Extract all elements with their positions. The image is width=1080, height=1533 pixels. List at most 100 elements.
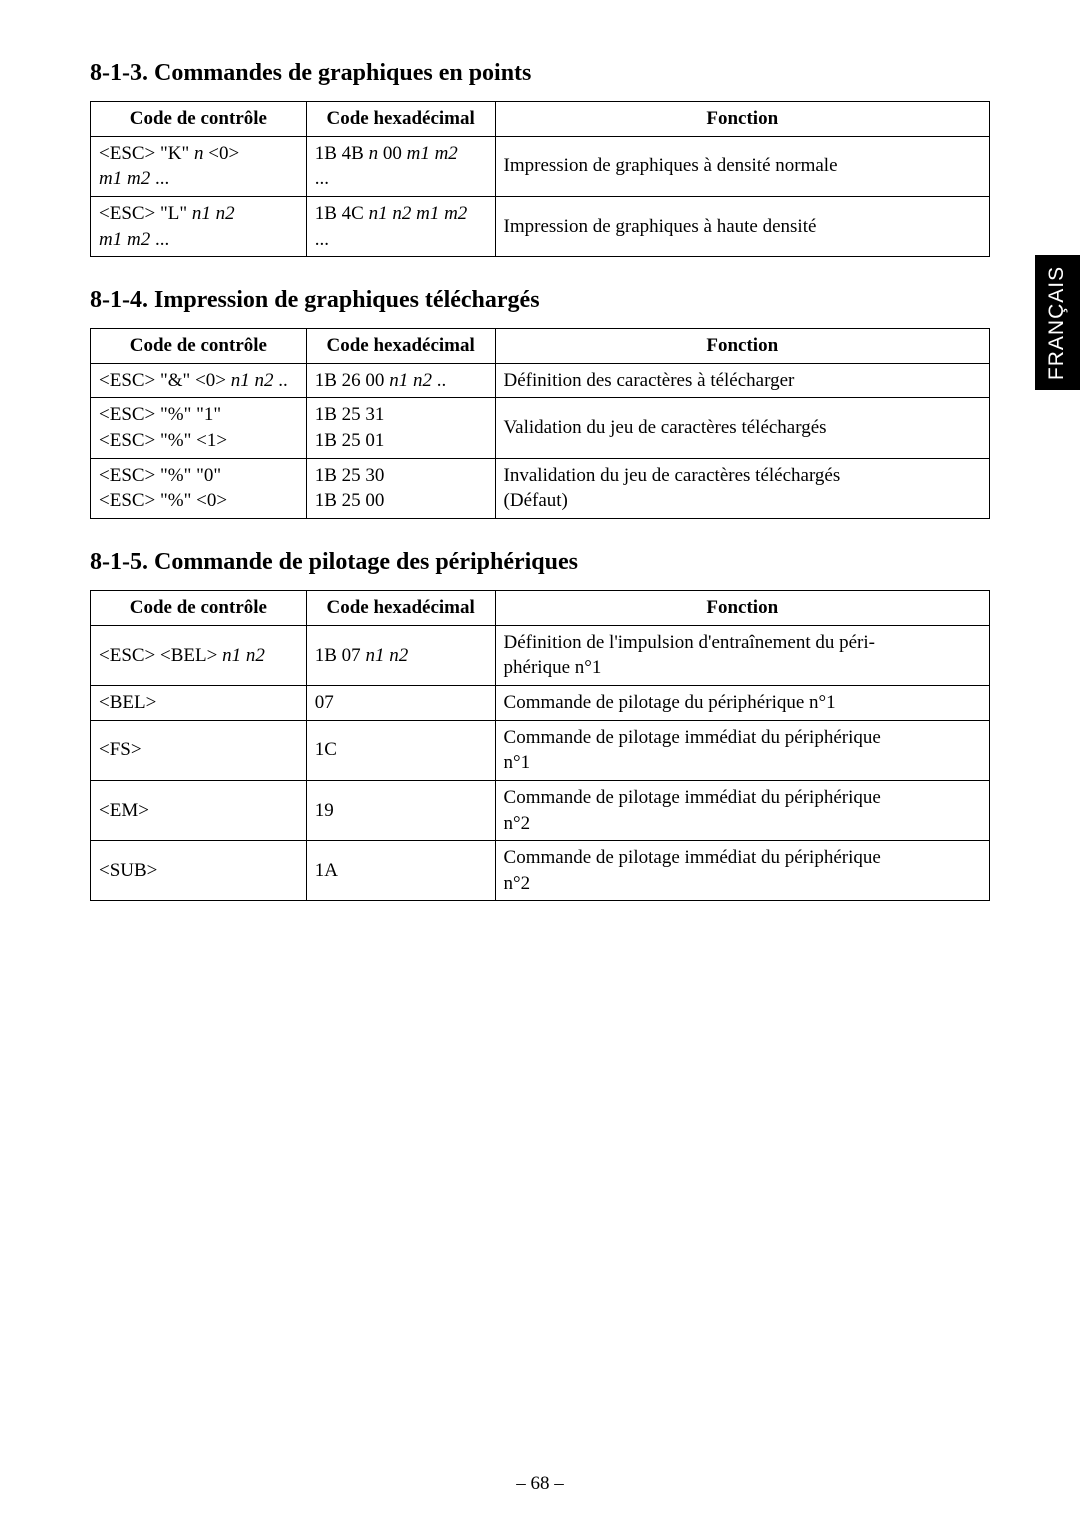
cell-line: Définition des caractères à télécharger bbox=[504, 368, 981, 394]
table-row: <SUB> 1A Commande de pilotage immédiat du … bbox=[91, 841, 990, 901]
cell-line: Commande de pilotage du périphérique n°1 bbox=[504, 690, 981, 716]
text-segment: 1A bbox=[315, 860, 338, 881]
cell-line: 1B 4C n1 n2 m1 m2 bbox=[315, 201, 487, 227]
table-cell-control: <ESC> "%" "0"<ESC> "%" <0> bbox=[91, 458, 307, 518]
table-row: <ESC> "L" n1 n2m1 m2 ...1B 4C n1 n2 m1 m… bbox=[91, 196, 990, 256]
text-segment: Commande de pilotage immédiat du périphé… bbox=[504, 727, 881, 748]
language-tab: FRANÇAIS bbox=[1035, 255, 1080, 390]
table-cell-control: <ESC> <BEL> n1 n2 bbox=[91, 625, 307, 685]
cell-line: 1A bbox=[315, 858, 487, 884]
language-tab-label: FRANÇAIS bbox=[1046, 265, 1070, 379]
text-segment: <FS> bbox=[99, 739, 142, 760]
command-table: Code de contrôleCode hexadécimalFonction… bbox=[90, 328, 990, 519]
text-segment: m1 m2 bbox=[99, 229, 150, 250]
cell-line: Commande de pilotage immédiat du périphé… bbox=[504, 725, 981, 751]
text-segment: 1B 25 00 bbox=[315, 490, 385, 511]
table-cell-control: <ESC> "&" <0> n1 n2 .. bbox=[91, 363, 307, 398]
cell-line: 1B 07 n1 n2 bbox=[315, 643, 487, 669]
table-cell-hex: 1C bbox=[306, 720, 495, 780]
text-segment: Définition des caractères à télécharger bbox=[504, 370, 795, 391]
table-header-cell: Code hexadécimal bbox=[306, 102, 495, 137]
table-row: <FS> 1C Commande de pilotage immédiat du p… bbox=[91, 720, 990, 780]
table-cell-control: <ESC> "L" n1 n2m1 m2 ... bbox=[91, 196, 307, 256]
text-segment: .. bbox=[432, 370, 446, 391]
text-segment: 07 bbox=[315, 692, 334, 713]
table-header-row: Code de contrôleCode hexadécimalFonction bbox=[91, 102, 990, 137]
text-segment: n1 n2 bbox=[389, 370, 432, 391]
text-segment: <BEL> bbox=[99, 692, 156, 713]
cell-line: <ESC> <BEL> n1 n2 bbox=[99, 643, 298, 669]
text-segment: <EM> bbox=[99, 800, 149, 821]
text-segment: ... bbox=[150, 229, 169, 250]
cell-line: Définition de l'impulsion d'entraînement… bbox=[504, 630, 981, 656]
cell-line: ... bbox=[315, 166, 487, 192]
table-row: <EM> 19 Commande de pilotage immédiat du p… bbox=[91, 780, 990, 840]
text-segment: n°2 bbox=[504, 873, 531, 894]
table-header-cell: Fonction bbox=[495, 102, 989, 137]
table-header-cell: Code de contrôle bbox=[91, 329, 307, 364]
cell-line: 1B 26 00 n1 n2 .. bbox=[315, 368, 487, 394]
text-segment: n°2 bbox=[504, 813, 531, 834]
table-row: <BEL> 07 Commande de pilotage du périphéri… bbox=[91, 685, 990, 720]
table-cell-func: Validation du jeu de caractères téléchar… bbox=[495, 398, 989, 458]
text-segment: n1 n2 bbox=[222, 645, 265, 666]
table-cell-func: Commande de pilotage immédiat du périphé… bbox=[495, 780, 989, 840]
table-cell-func: Commande de pilotage immédiat du périphé… bbox=[495, 720, 989, 780]
cell-line: 1B 25 31 bbox=[315, 402, 487, 428]
text-segment: n1 n2 bbox=[365, 645, 408, 666]
text-segment: <ESC> "K" bbox=[99, 143, 194, 164]
text-segment: 1B 4B bbox=[315, 143, 369, 164]
section-heading: 8-1-5. Commande de pilotage des périphér… bbox=[90, 549, 990, 576]
table-row: <ESC> <BEL> n1 n21B 07 n1 n2Définition d… bbox=[91, 625, 990, 685]
table-cell-hex: 07 bbox=[306, 685, 495, 720]
text-segment: 19 bbox=[315, 800, 334, 821]
text-segment: Validation du jeu de caractères téléchar… bbox=[504, 417, 827, 438]
command-table: Code de contrôleCode hexadécimalFonction… bbox=[90, 101, 990, 257]
table-cell-hex: 1B 26 00 n1 n2 .. bbox=[306, 363, 495, 398]
cell-line: <ESC> "&" <0> n1 n2 .. bbox=[99, 368, 298, 394]
cell-line: <BEL> bbox=[99, 690, 298, 716]
text-segment: <0> bbox=[204, 143, 240, 164]
table-header-cell: Code hexadécimal bbox=[306, 329, 495, 364]
cell-line: (Défaut) bbox=[504, 488, 981, 514]
table-cell-func: Commande de pilotage immédiat du périphé… bbox=[495, 841, 989, 901]
cell-line: <ESC> "L" n1 n2 bbox=[99, 201, 298, 227]
text-segment: 1B 25 30 bbox=[315, 465, 385, 486]
text-segment: <ESC> <BEL> bbox=[99, 645, 222, 666]
text-segment: <ESC> "%" <1> bbox=[99, 430, 227, 451]
text-segment: <ESC> "%" "1" bbox=[99, 404, 221, 425]
cell-line: 1B 25 01 bbox=[315, 428, 487, 454]
table-cell-func: Définition des caractères à télécharger bbox=[495, 363, 989, 398]
text-segment: Commande de pilotage du périphérique n°1 bbox=[504, 692, 836, 713]
table-cell-control: <BEL> bbox=[91, 685, 307, 720]
text-segment: n1 n2 bbox=[192, 203, 235, 224]
text-segment: 1C bbox=[315, 739, 337, 760]
text-segment: m1 m2 bbox=[99, 168, 150, 189]
table-cell-hex: 1B 4C n1 n2 m1 m2... bbox=[306, 196, 495, 256]
cell-line: Invalidation du jeu de caractères téléch… bbox=[504, 463, 981, 489]
text-segment: n°1 bbox=[504, 752, 531, 773]
cell-line: Impression de graphiques à haute densité bbox=[504, 214, 981, 240]
table-cell-func: Invalidation du jeu de caractères téléch… bbox=[495, 458, 989, 518]
table-cell-hex: 1A bbox=[306, 841, 495, 901]
text-segment: n bbox=[369, 143, 379, 164]
document-page: FRANÇAIS 8-1-3. Commandes de graphiques … bbox=[0, 0, 1080, 1533]
table-row: <ESC> "%" "0"<ESC> "%" <0> 1B 25 30 1B 25 … bbox=[91, 458, 990, 518]
cell-line: ... bbox=[315, 227, 487, 253]
table-cell-hex: 1B 4B n 00 m1 m2... bbox=[306, 136, 495, 196]
cell-line: Commande de pilotage immédiat du périphé… bbox=[504, 845, 981, 871]
table-header-cell: Fonction bbox=[495, 329, 989, 364]
cell-line: <ESC> "%" <1> bbox=[99, 428, 298, 454]
text-segment: n1 n2 bbox=[231, 370, 274, 391]
text-segment: Commande de pilotage immédiat du périphé… bbox=[504, 847, 881, 868]
table-cell-control: <FS> bbox=[91, 720, 307, 780]
table-cell-hex: 1B 07 n1 n2 bbox=[306, 625, 495, 685]
text-segment: 1B 25 31 bbox=[315, 404, 385, 425]
table-cell-control: <SUB> bbox=[91, 841, 307, 901]
text-segment: 00 bbox=[378, 143, 407, 164]
cell-line: <SUB> bbox=[99, 858, 298, 884]
text-segment: .. bbox=[274, 370, 288, 391]
cell-line: 1B 25 00 bbox=[315, 488, 487, 514]
text-segment: n bbox=[194, 143, 204, 164]
text-segment: (Défaut) bbox=[504, 490, 568, 511]
